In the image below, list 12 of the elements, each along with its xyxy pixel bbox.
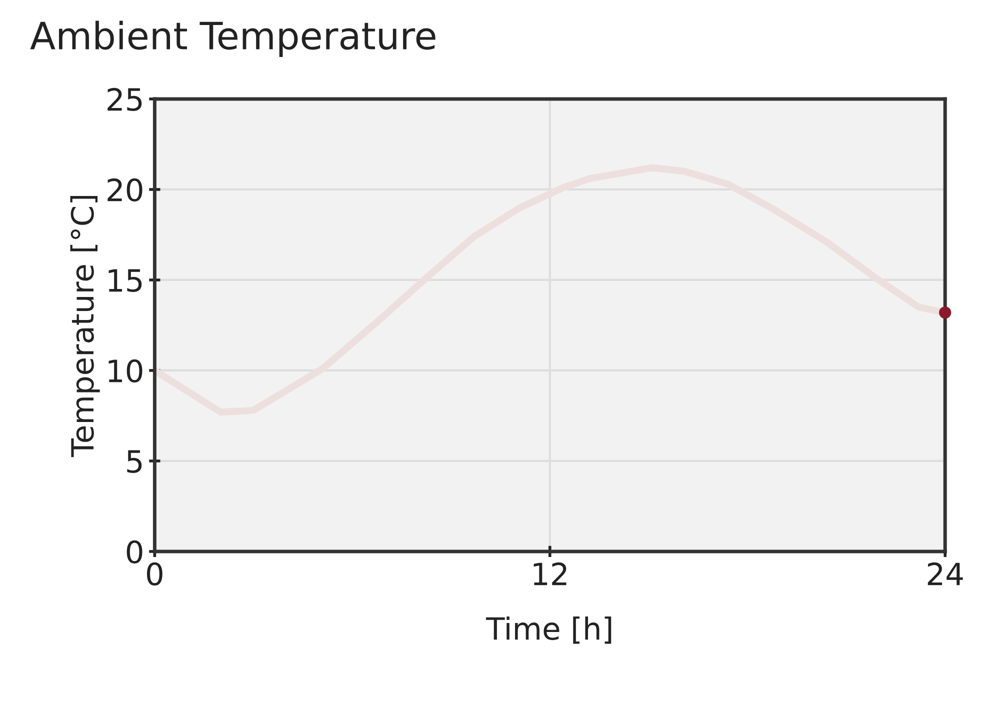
y-tick-label: 20: [108, 178, 142, 202]
y-tick-label: 25: [108, 88, 142, 112]
y-tick-label: 5: [127, 450, 142, 474]
y-tick-label: 0: [126, 540, 142, 564]
y-tick-label: 10: [108, 359, 142, 383]
x-tick-label: 12: [534, 562, 566, 586]
x-tick-label: 0: [146, 562, 162, 586]
y-axis-title: Temperature [°C]: [70, 196, 100, 458]
x-axis-title: Time [h]: [486, 616, 612, 644]
y-tick-label: 15: [108, 269, 142, 292]
x-tick-label: 24: [928, 562, 963, 586]
chart-title: Ambient Temperature: [30, 20, 436, 58]
